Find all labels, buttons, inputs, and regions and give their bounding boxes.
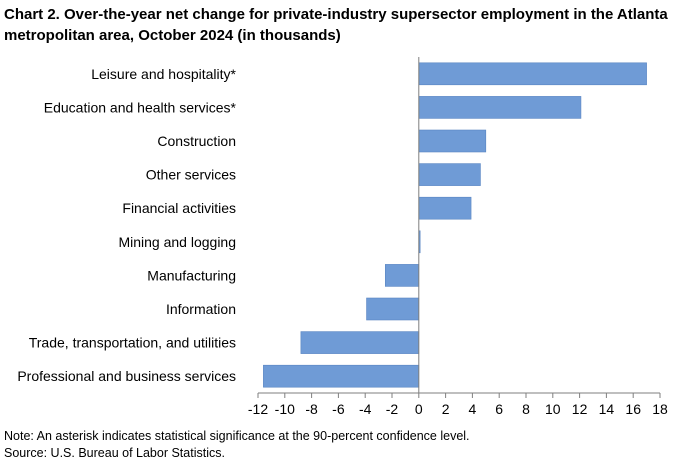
category-label-5: Mining and logging: [118, 234, 236, 250]
x-tick-label-9: 6: [495, 401, 503, 417]
category-label-0: Leisure and hospitality*: [91, 66, 236, 82]
category-label-4: Financial activities: [122, 200, 236, 216]
x-tick-label-13: 14: [599, 401, 615, 417]
bar-4: [418, 196, 472, 220]
x-tick-label-10: 8: [522, 401, 530, 417]
source-text: Source: U.S. Bureau of Labor Statistics.: [4, 446, 225, 460]
bar-1: [418, 96, 582, 119]
x-tick-label-4: -4: [359, 401, 372, 417]
chart-notes: Note: An asterisk indicates statistical …: [4, 428, 470, 462]
x-tick-label-14: 16: [625, 401, 641, 417]
bar-0: [418, 62, 647, 86]
bar-8: [300, 331, 420, 354]
chart-title: Chart 2. Over-the-year net change for pr…: [4, 6, 668, 44]
bars: [263, 62, 647, 388]
category-label-1: Education and health services*: [44, 99, 237, 115]
category-labels: Leisure and hospitality* Education and he…: [17, 66, 236, 384]
category-label-3: Other services: [146, 167, 236, 183]
x-tick-label-7: 2: [442, 401, 450, 417]
bar-3: [418, 163, 481, 186]
category-label-7: Information: [166, 301, 236, 317]
x-tick-label-12: 12: [572, 401, 588, 417]
x-tick-label-2: -8: [305, 401, 318, 417]
bar-7: [366, 297, 420, 321]
x-tick-label-0: -12: [248, 401, 268, 417]
x-tick-label-6: 0: [415, 401, 423, 417]
x-tick-label-8: 4: [469, 401, 477, 417]
x-tick-label-3: -6: [332, 401, 345, 417]
category-label-8: Trade, transportation, and utilities: [29, 335, 236, 351]
note-text: Note: An asterisk indicates statistical …: [4, 429, 470, 443]
bar-9: [263, 364, 420, 388]
category-label-6: Manufacturing: [147, 267, 236, 283]
x-axis: -12 -10 -8 -6 -4 -2 0 2 4 6 8 10 12 14 16 18: [248, 57, 668, 417]
x-tick-label-15: 18: [652, 401, 668, 417]
x-tick-label-11: 10: [545, 401, 561, 417]
category-label-9: Professional and business services: [17, 368, 236, 384]
category-label-2: Construction: [157, 133, 236, 149]
bar-6: [384, 264, 420, 287]
x-tick-label-1: -10: [275, 401, 295, 417]
x-tick-label-5: -2: [386, 401, 399, 417]
bar-2: [418, 129, 487, 153]
